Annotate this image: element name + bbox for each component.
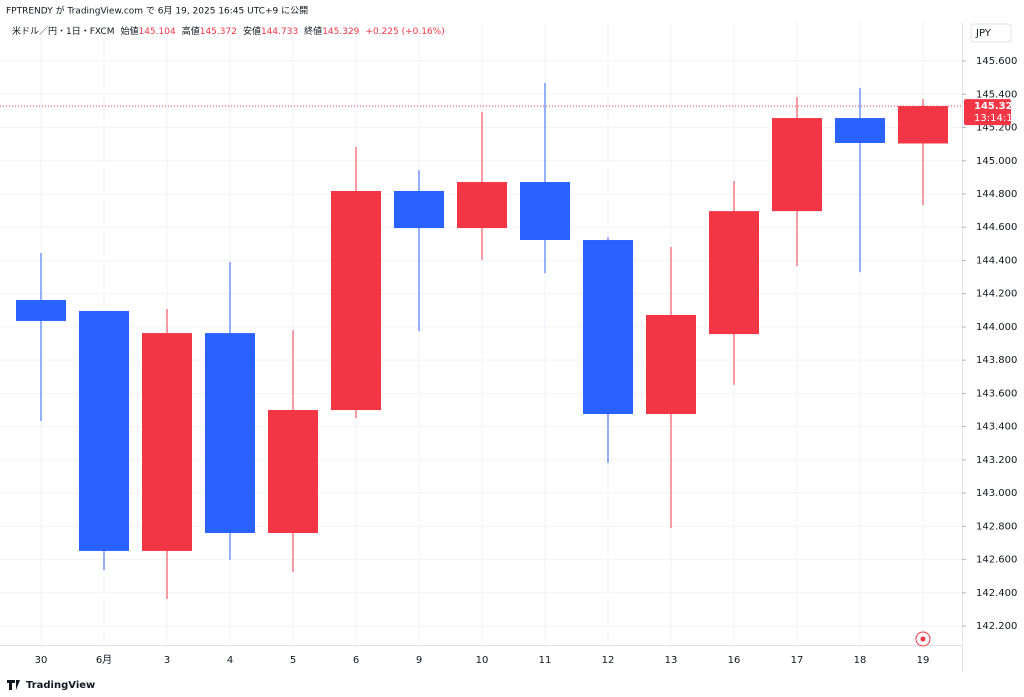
event-marker[interactable]	[915, 631, 931, 647]
legend-item: 始値	[120, 25, 138, 37]
footer: TradingView	[26, 680, 95, 691]
y-tick-label: 143.400	[976, 422, 1017, 433]
y-tick-label: 143.200	[976, 455, 1017, 466]
x-tick-label: 12	[602, 655, 615, 666]
y-tick-label: 144.400	[976, 255, 1017, 266]
y-tick-label: 142.400	[976, 588, 1017, 599]
y-tick-label: 144.600	[976, 222, 1017, 233]
legend-item: 145.372	[200, 27, 237, 37]
legend-item: 安値	[243, 25, 261, 37]
legend-item: 高値	[182, 25, 200, 37]
x-tick-label: 18	[854, 655, 867, 666]
y-tick-label: 142.200	[976, 621, 1017, 632]
candle-body	[646, 314, 696, 415]
candle-body	[835, 118, 885, 143]
candle-body	[142, 333, 192, 551]
x-tick-label: 6月	[96, 654, 112, 666]
candle-body	[79, 310, 129, 551]
event-marker-dot	[920, 636, 926, 642]
x-tick-label: 9	[416, 655, 422, 666]
countdown: 13:14:12	[974, 113, 1019, 124]
header: FPTRENDY が TradingView.com で 6月 19, 2025…	[6, 5, 308, 17]
x-tick-label: 3	[164, 655, 170, 666]
candle-body	[520, 182, 570, 241]
legend-item: 144.733	[261, 27, 298, 37]
logo	[7, 680, 20, 690]
last-price-label: 145.329	[974, 101, 1020, 112]
x-tick-label: 10	[476, 655, 489, 666]
y-tick-label: 145.600	[976, 56, 1017, 67]
candle-body	[268, 410, 318, 533]
legend-item: +0.225 (+0.16%)	[365, 27, 444, 37]
legend-item: 終値	[304, 25, 322, 37]
legend-item: 米ドル／円・1日・FXCM	[12, 25, 114, 37]
candle-body	[583, 240, 633, 415]
candle-body	[457, 182, 507, 229]
y-tick-label: 145.400	[976, 89, 1017, 100]
candle-body	[898, 106, 948, 144]
y-tick-label: 145.000	[976, 156, 1017, 167]
candle-body	[16, 300, 66, 321]
last-price-box	[964, 99, 1011, 126]
candle-body	[331, 191, 381, 411]
x-tick-label: 5	[290, 655, 296, 666]
x-tick-label: 30	[35, 655, 48, 666]
candle-body	[772, 118, 822, 212]
y-tick-label: 144.000	[976, 322, 1017, 333]
y-tick-label: 145.200	[976, 123, 1017, 134]
legend: 米ドル／円・1日・FXCM 始値145.104 高値145.372 安値144.733…	[12, 25, 445, 37]
candle-body	[709, 211, 759, 335]
x-tick-label: 16	[728, 655, 741, 666]
y-tick-label: 142.800	[976, 521, 1017, 532]
candle-body	[205, 333, 255, 533]
y-tick-label: 143.600	[976, 388, 1017, 399]
currency: JPY	[975, 28, 992, 39]
y-tick-label: 142.600	[976, 555, 1017, 566]
x-tick-label: 17	[791, 655, 804, 666]
y-tick-label: 144.200	[976, 289, 1017, 300]
y-tick-label: 144.800	[976, 189, 1017, 200]
candle-body	[394, 191, 444, 229]
x-tick-label: 11	[539, 655, 552, 666]
x-tick-label: 6	[353, 655, 359, 666]
y-tick-label: 143.000	[976, 488, 1017, 499]
legend-item: 145.104	[138, 27, 175, 37]
currency-box[interactable]	[970, 23, 1012, 43]
x-tick-label: 19	[917, 655, 930, 666]
legend-item: 145.329	[322, 27, 359, 37]
x-tick-label: 4	[227, 655, 233, 666]
y-tick-label: 143.800	[976, 355, 1017, 366]
x-tick-label: 13	[665, 655, 678, 666]
